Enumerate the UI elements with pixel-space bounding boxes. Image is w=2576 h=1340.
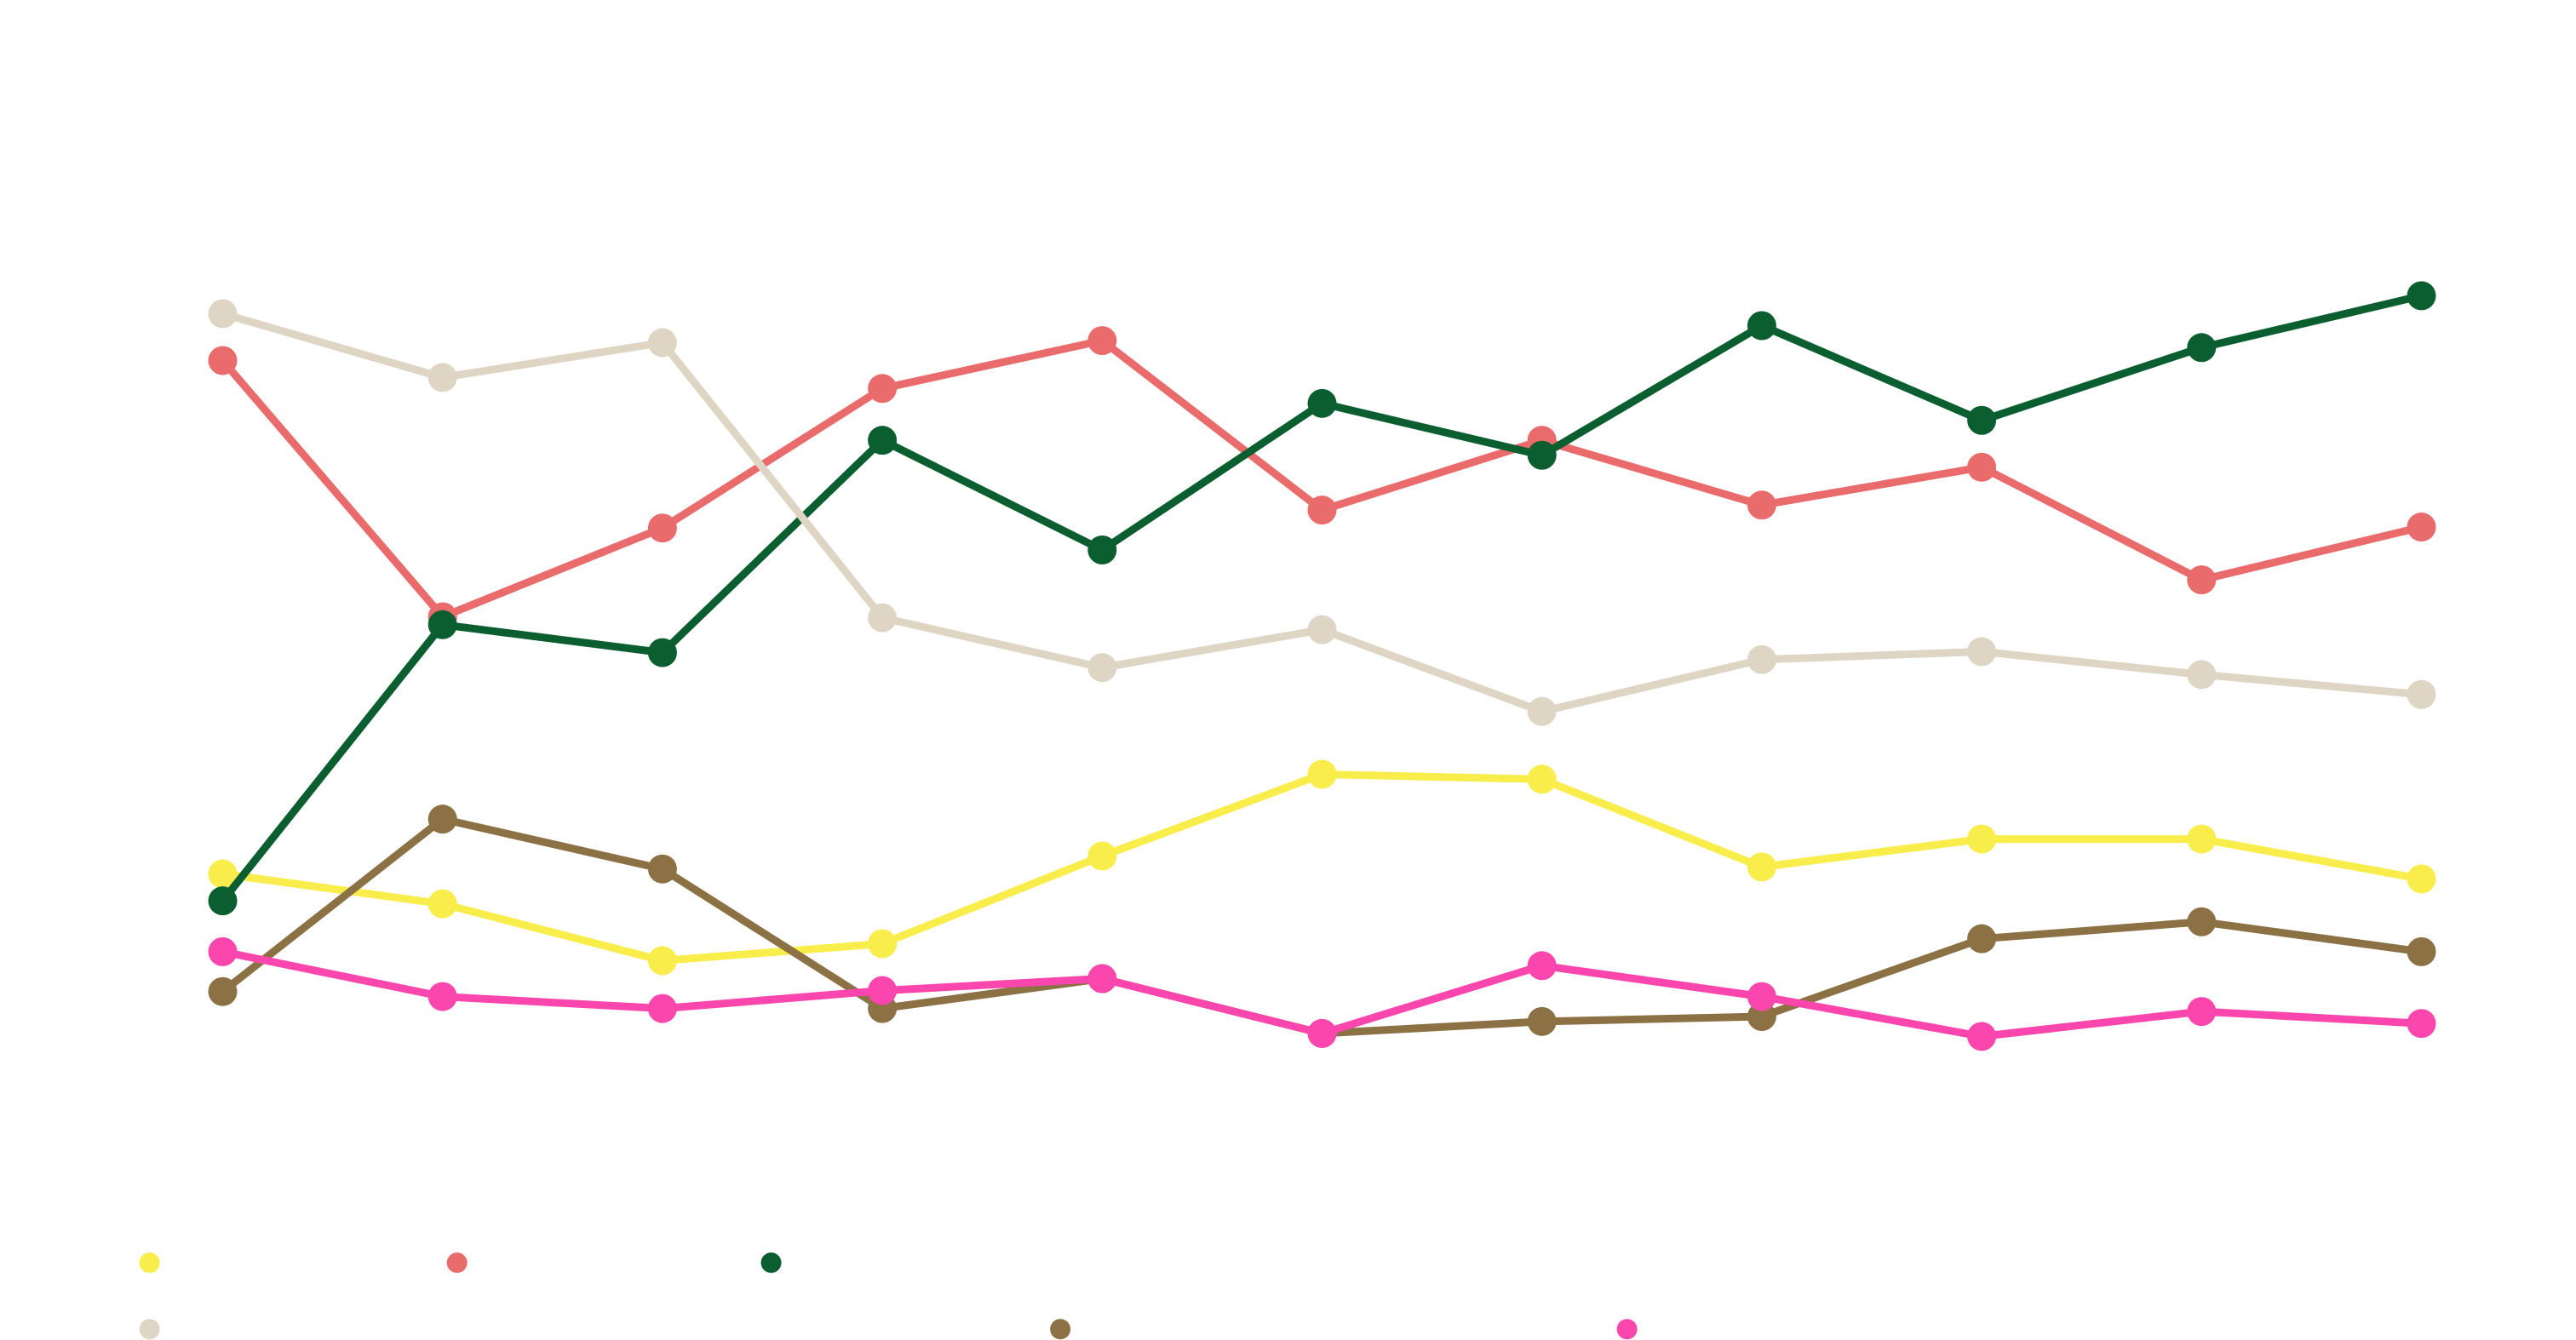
- data-point: [1967, 405, 1997, 435]
- series-line: [219, 292, 2423, 904]
- data-point: [208, 299, 238, 329]
- data-point: [868, 426, 898, 455]
- data-point: [208, 886, 238, 916]
- data-point: [1087, 326, 1117, 356]
- data-point: [208, 859, 238, 889]
- data-point: [427, 805, 457, 834]
- data-point: [647, 513, 677, 543]
- data-point: [1307, 615, 1337, 644]
- data-point: [2187, 333, 2217, 363]
- data-point: [1087, 964, 1117, 994]
- data-point: [427, 889, 457, 919]
- data-point: [2187, 997, 2217, 1027]
- data-point: [427, 610, 457, 639]
- data-point: [2407, 864, 2436, 894]
- data-point: [2187, 824, 2217, 854]
- data-point: [868, 374, 898, 404]
- data-point: [1087, 653, 1117, 683]
- data-point: [647, 994, 677, 1023]
- data-point: [2407, 281, 2436, 311]
- data-point: [1527, 951, 1557, 981]
- data-point: [1307, 759, 1337, 789]
- data-point: [868, 976, 898, 1005]
- data-point: [1087, 841, 1117, 871]
- data-point: [1967, 824, 1997, 854]
- legend-marker: [760, 1252, 782, 1274]
- data-point: [2407, 513, 2436, 542]
- data-point: [647, 328, 677, 358]
- data-point: [1747, 490, 1776, 520]
- data-point: [1967, 924, 1997, 953]
- data-point: [1747, 852, 1776, 882]
- data-point: [208, 976, 238, 1006]
- data-point: [1527, 764, 1557, 794]
- data-point: [1747, 1001, 1776, 1031]
- data-point: [1967, 1022, 1997, 1051]
- data-point: [1967, 637, 1997, 667]
- data-point: [1527, 696, 1557, 726]
- data-point: [647, 946, 677, 976]
- legend-marker: [139, 1319, 160, 1340]
- data-point: [2407, 1009, 2436, 1039]
- data-point: [1747, 982, 1776, 1011]
- data-point: [2407, 936, 2436, 966]
- legend-marker: [446, 1252, 468, 1274]
- legend-marker: [139, 1252, 160, 1274]
- data-point: [2187, 565, 2217, 595]
- data-point: [2187, 907, 2217, 936]
- data-point: [2187, 660, 2217, 690]
- legend-marker: [1616, 1319, 1638, 1340]
- data-point: [2407, 679, 2436, 709]
- data-point: [647, 854, 677, 884]
- data-point: [1527, 1006, 1557, 1036]
- data-point: [1747, 644, 1776, 674]
- data-point: [427, 363, 457, 392]
- data-point: [1307, 1018, 1337, 1048]
- data-point: [208, 936, 238, 966]
- legend-marker: [1050, 1319, 1071, 1340]
- data-point: [1967, 452, 1997, 482]
- data-point: [1307, 495, 1337, 525]
- data-point: [868, 603, 898, 633]
- data-point: [1307, 388, 1337, 418]
- data-point: [1087, 535, 1117, 564]
- data-point: [208, 346, 238, 375]
- data-point: [1527, 440, 1557, 470]
- data-point: [868, 929, 898, 959]
- data-point: [1747, 311, 1776, 341]
- data-point: [647, 638, 677, 667]
- data-point: [427, 982, 457, 1011]
